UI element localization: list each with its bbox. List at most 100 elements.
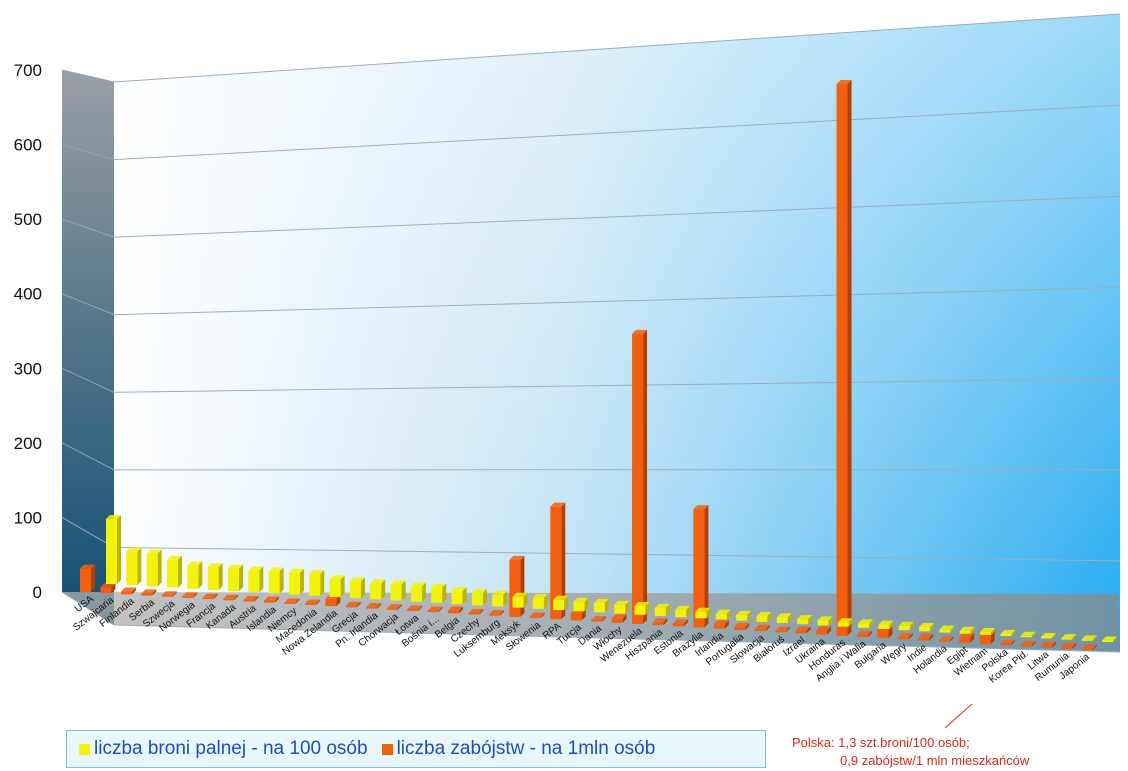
- bar-firearms-side: [1031, 631, 1036, 638]
- bar-firearms-top: [492, 590, 508, 595]
- bar-homicides: [243, 599, 255, 602]
- bar-firearms-side: [767, 612, 772, 622]
- bar-firearms-top: [309, 569, 325, 574]
- bar-firearms-side: [991, 627, 996, 635]
- bar-firearms-side: [950, 625, 955, 633]
- bar-homicides: [264, 600, 276, 603]
- bar-homicides-top: [754, 624, 770, 629]
- bar-homicides-top: [672, 619, 688, 624]
- bar-homicides-side: [540, 612, 545, 619]
- bar-firearms-top: [593, 598, 609, 603]
- bar-firearms-top: [675, 605, 691, 610]
- bar-homicides: [488, 614, 500, 616]
- bar-firearms: [207, 567, 219, 590]
- bar-firearms-top: [1041, 632, 1057, 637]
- bar-firearms-top: [390, 580, 406, 585]
- bar-homicides-side: [479, 608, 484, 615]
- bar-firearms: [390, 584, 402, 601]
- bar-firearms: [919, 626, 931, 632]
- bar-firearms: [146, 553, 158, 587]
- bar-firearms-top: [248, 566, 264, 571]
- bar-firearms: [512, 596, 524, 608]
- bar-firearms-top: [106, 514, 121, 519]
- bar-firearms-top: [431, 583, 447, 588]
- bar-firearms-top: [166, 555, 182, 560]
- bar-firearms: [715, 613, 727, 620]
- bar-homicides-side: [459, 606, 464, 614]
- bar-homicides-top: [100, 583, 116, 588]
- bar-firearms: [492, 594, 504, 607]
- bar-firearms-side: [482, 588, 487, 606]
- bar-firearms-top: [756, 612, 772, 617]
- bar-firearms: [837, 622, 849, 627]
- bar-homicides-side: [806, 626, 811, 634]
- bar-firearms-side: [320, 569, 325, 596]
- bar-firearms-top: [1061, 634, 1077, 639]
- bar-firearms-top: [268, 567, 284, 572]
- bar-homicides: [754, 628, 766, 632]
- bar-firearms-side: [1113, 636, 1117, 642]
- bar-homicides: [1020, 644, 1032, 647]
- bar-firearms-side: [747, 610, 752, 621]
- bar-homicides-top: [264, 596, 280, 601]
- bar-homicides-top: [795, 626, 811, 631]
- bar-firearms: [431, 587, 443, 603]
- bar-firearms-top: [410, 582, 426, 587]
- bar-homicides-top: [407, 605, 423, 610]
- bar-homicides-top: [550, 502, 566, 507]
- bar-homicides-side: [765, 624, 770, 632]
- bar-firearms: [980, 631, 992, 635]
- bar-firearms-side: [686, 605, 691, 618]
- bar-firearms-side: [198, 561, 203, 589]
- gridline-side: [61, 218, 115, 238]
- bar-homicides-top: [775, 626, 791, 631]
- bar-homicides-top: [734, 622, 750, 627]
- bar-homicides: [468, 612, 480, 615]
- bar-firearms: [776, 617, 788, 624]
- gridline-side: [61, 144, 115, 161]
- bar-homicides-top: [959, 633, 975, 638]
- bar-firearms-side: [1092, 635, 1097, 641]
- bar-homicides: [1040, 645, 1052, 648]
- bar-homicides-side: [377, 603, 382, 609]
- bar-firearms: [939, 629, 951, 633]
- bar-homicides: [877, 629, 889, 639]
- bar-firearms: [329, 579, 341, 598]
- bar-homicides: [672, 623, 684, 627]
- bar-firearms-top: [370, 579, 386, 584]
- bar-firearms-top: [939, 625, 955, 630]
- bar-homicides-top: [1061, 642, 1077, 647]
- bar-firearms-side: [869, 619, 874, 628]
- bar-homicides-top: [1040, 641, 1056, 646]
- bar-firearms-top: [898, 621, 914, 626]
- bar-homicides-top: [652, 618, 668, 623]
- bar-firearms: [248, 570, 260, 593]
- bar-homicides-side: [622, 614, 627, 623]
- bar-homicides-side: [193, 592, 198, 598]
- annotation-line-2: 0,9 zabójstw/1 mln mieszkańców: [840, 753, 1030, 768]
- bar-homicides: [836, 84, 848, 636]
- bar-firearms: [858, 623, 870, 628]
- bar-firearms: [593, 602, 605, 613]
- bar-firearms-top: [715, 609, 731, 614]
- y-tick-label: 500: [14, 210, 42, 229]
- bar-firearms-side: [1072, 634, 1077, 640]
- bar-firearms: [553, 599, 565, 611]
- bar-homicides: [345, 605, 357, 608]
- gridlines: [61, 13, 1121, 653]
- bar-homicides-side: [336, 594, 341, 607]
- y-tick-label: 0: [33, 583, 42, 602]
- polska-pointer-line: [944, 703, 973, 729]
- bar-homicides: [959, 637, 971, 643]
- bar-homicides-side: [152, 589, 157, 596]
- bar-firearms-top: [919, 622, 935, 627]
- bar-homicides-top: [202, 593, 218, 598]
- bar-homicides-side: [581, 609, 586, 621]
- bar-firearms-side: [442, 583, 447, 603]
- bar-firearms: [1041, 636, 1053, 639]
- bar-firearms: [268, 571, 280, 594]
- bar-homicides-side: [438, 606, 443, 613]
- bar-homicides: [816, 630, 828, 635]
- bar-homicides-side: [275, 596, 280, 603]
- bar-firearms: [695, 611, 707, 619]
